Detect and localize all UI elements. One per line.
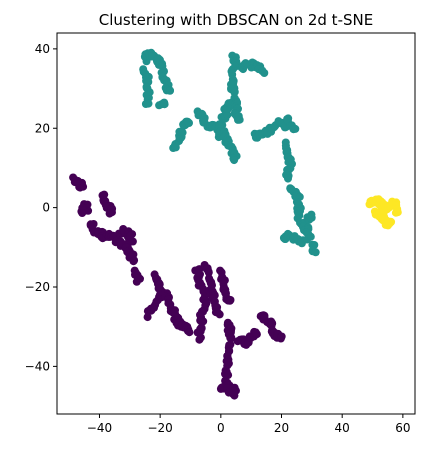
series-1 [139, 48, 320, 257]
plot-frame [56, 32, 416, 415]
data-point [234, 115, 242, 124]
data-point [224, 388, 233, 397]
data-point [215, 310, 224, 319]
chart-title: Clustering with DBSCAN on 2d t-SNE [99, 11, 373, 29]
data-point [284, 174, 292, 183]
data-point [185, 119, 193, 127]
y-axis: −40 −20 0 20 40 [25, 42, 57, 373]
data-point [185, 328, 194, 337]
x-axis: −40 −20 0 20 40 60 [87, 414, 411, 435]
data-point [73, 177, 82, 185]
y-tick-label: −40 [25, 359, 50, 373]
data-point [230, 156, 239, 165]
x-tick-label: −20 [147, 421, 172, 435]
x-tick-label: 20 [274, 421, 289, 435]
x-tick-label: −40 [87, 421, 112, 435]
data-point [291, 124, 300, 133]
data-point [176, 128, 185, 137]
series-0 [69, 173, 286, 400]
data-point [225, 296, 234, 305]
data-point [306, 232, 315, 241]
data-point [128, 237, 137, 246]
x-tick-label: 0 [217, 421, 225, 435]
data-point [196, 310, 204, 319]
data-point [230, 87, 239, 96]
data-point [144, 99, 153, 108]
data-point [204, 268, 213, 277]
data-point [143, 313, 152, 322]
data-points [69, 48, 402, 400]
data-point [160, 100, 169, 109]
data-point [166, 86, 174, 95]
y-tick-label: 20 [35, 121, 50, 135]
data-point [391, 208, 400, 217]
data-point [277, 332, 286, 341]
data-point [105, 209, 114, 218]
y-tick-label: −20 [25, 280, 50, 294]
data-point [129, 257, 138, 266]
data-point [307, 210, 316, 219]
data-point [195, 335, 204, 344]
x-tick-label: 60 [395, 421, 410, 435]
data-point [226, 334, 235, 343]
data-point [251, 328, 260, 337]
data-point [154, 284, 163, 293]
y-tick-label: 40 [35, 42, 50, 56]
data-point [258, 66, 267, 75]
data-point [384, 218, 393, 227]
data-point [196, 316, 205, 325]
data-point [308, 240, 317, 249]
data-point [132, 277, 141, 286]
series-2 [365, 195, 402, 230]
y-tick-label: 0 [42, 201, 50, 215]
data-point [78, 209, 87, 217]
x-tick-label: 40 [335, 421, 350, 435]
data-point [311, 248, 320, 257]
